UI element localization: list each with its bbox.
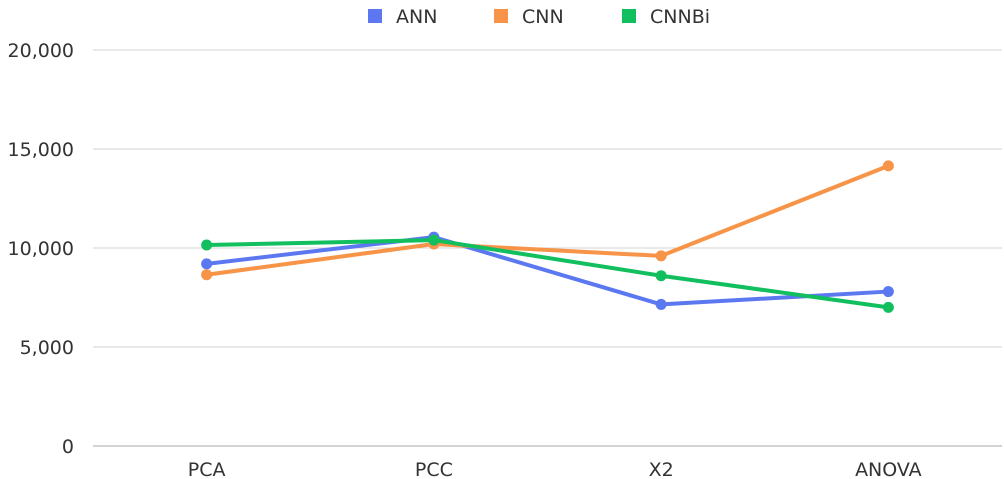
series-line: [204, 163, 891, 277]
x-tick-label: PCC: [415, 459, 453, 479]
x-tick-label: X2: [649, 459, 674, 479]
legend-swatch: [368, 9, 382, 23]
legend-swatch: [494, 9, 508, 23]
series-cnn: [201, 160, 894, 281]
y-tick-label: 20,000: [8, 40, 74, 62]
x-tick-label: ANOVA: [855, 459, 922, 479]
data-point: [882, 301, 894, 313]
series-line: [204, 235, 891, 307]
series-group: [201, 160, 894, 313]
x-axis: PCA PCC X2 ANOVA: [188, 459, 922, 479]
data-point: [201, 258, 213, 270]
data-point: [201, 239, 213, 251]
data-point: [428, 234, 440, 246]
legend-label: CNN: [522, 6, 564, 28]
series-cnnbi: [201, 234, 894, 313]
y-tick-label: 5,000: [20, 337, 74, 359]
y-axis: 0 5,000 10,000 15,000 20,000: [8, 40, 74, 458]
y-tick-label: 10,000: [8, 238, 74, 260]
series-ann: [201, 231, 894, 310]
legend-swatch: [622, 9, 636, 23]
data-point: [882, 286, 894, 298]
y-tick-label: 15,000: [8, 139, 74, 161]
data-point: [882, 160, 894, 172]
y-tick-label: 0: [62, 436, 74, 458]
legend-label: ANN: [396, 6, 437, 28]
data-point: [201, 269, 213, 281]
x-tick-label: PCA: [188, 459, 226, 479]
data-point: [655, 250, 667, 262]
legend: ANN CNN CNNBi: [368, 6, 710, 28]
data-point: [655, 270, 667, 282]
data-point: [655, 298, 667, 310]
legend-label: CNNBi: [650, 6, 710, 28]
series-line: [204, 238, 891, 310]
